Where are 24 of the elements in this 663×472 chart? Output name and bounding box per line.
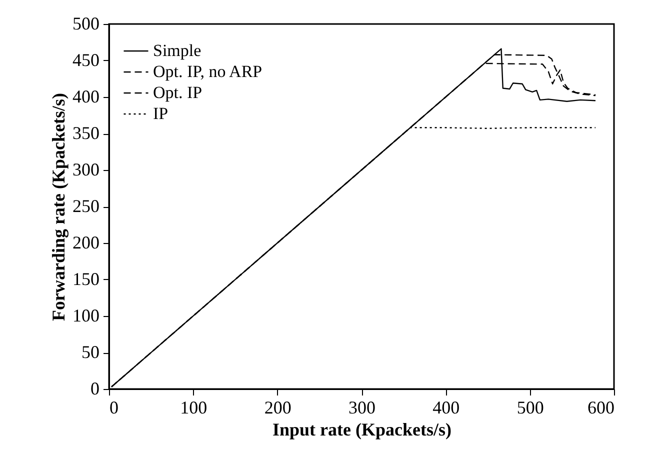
x-tick-label: 100	[180, 398, 208, 418]
y-tick-label: 0	[90, 378, 100, 398]
x-tick-label: 500	[516, 398, 544, 418]
y-axis-title: Forwarding rate (Kpackets/s)	[48, 93, 68, 321]
y-tick-label: 450	[72, 50, 100, 70]
legend-label: Simple	[153, 41, 202, 60]
y-tick-label: 300	[72, 160, 100, 180]
x-tick-label: 0	[110, 398, 118, 418]
y-tick-label: 150	[72, 269, 100, 289]
legend-label: IP	[153, 104, 168, 123]
y-tick-label: 200	[72, 232, 100, 252]
x-axis-title: Input rate (Kpackets/s)	[272, 420, 452, 440]
legend-label: Opt. IP	[153, 83, 202, 102]
y-tick-label: 500	[72, 14, 100, 34]
x-tick-label: 600	[588, 398, 614, 418]
y-tick-label: 50	[82, 342, 100, 362]
y-tick-label: 100	[72, 306, 100, 326]
y-tick-label: 350	[72, 123, 100, 143]
legend-label: Opt. IP, no ARP	[153, 62, 262, 81]
x-tick-label: 400	[432, 398, 460, 418]
y-tick-label: 250	[72, 196, 100, 216]
y-tick-label: 400	[72, 86, 100, 106]
x-tick-label: 200	[264, 398, 292, 418]
x-tick-label: 300	[348, 398, 376, 418]
